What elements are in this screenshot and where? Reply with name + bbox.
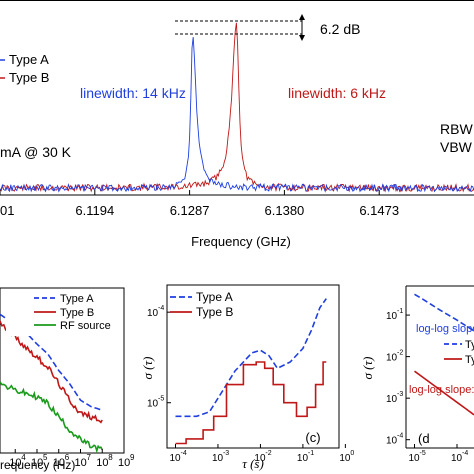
panel-d-y-tick-exponent: -3 bbox=[397, 391, 403, 398]
panel-c-y-tick-label: 10 bbox=[147, 399, 159, 410]
panel-b-legend-label-a: Type A bbox=[60, 293, 94, 305]
panel-c-x-tick-exponent: -3 bbox=[223, 450, 229, 457]
panel-c-label: (c) bbox=[305, 430, 320, 445]
panel-d-legend-label-a: Type A bbox=[465, 339, 474, 351]
panel-d-series-type-a bbox=[414, 293, 474, 332]
panel-b-x-tick-label: 10 bbox=[9, 457, 21, 469]
panel-b-legend-label-b: Type B bbox=[60, 307, 94, 319]
panel-d-y-tick-exponent: -2 bbox=[397, 350, 403, 357]
panel-d-y-tick-label: 10 bbox=[386, 394, 398, 405]
panel-b-series-rf-source bbox=[0, 381, 103, 454]
panel-b-x-tick-label: 10 bbox=[53, 457, 65, 469]
panel-d-slope-a-label: log-log slope bbox=[416, 323, 474, 335]
panel-c-x-tick-label: 10 bbox=[212, 453, 224, 464]
panel-c-y-axis-label: σ (τ) bbox=[140, 357, 155, 380]
panel-b-x-tick-label: 10 bbox=[31, 457, 43, 469]
panel-c-y-tick-exponent: -4 bbox=[158, 305, 164, 312]
spectrum-type-b-line bbox=[0, 22, 474, 193]
panel-c: 10 -4 10 -3 10 -2 10 -1 10 010 -510 -4 σ (τ) τ (s) … bbox=[140, 284, 354, 471]
spectrum-type-a-line bbox=[0, 37, 474, 193]
panel-b-x-axis-label: requency (Hz) bbox=[0, 458, 75, 472]
panel-b-x-tick-label: 10 bbox=[96, 457, 108, 469]
panel-c-x-tick-exponent: -1 bbox=[308, 450, 314, 457]
panel-b-x-tick-exponent: 7 bbox=[86, 453, 91, 462]
panel-b-legend-label-rf: RF source bbox=[60, 320, 111, 332]
panel-c-series-type-a bbox=[175, 298, 327, 418]
panel-c-ticks: 10 -4 10 -3 10 -2 10 -1 10 010 -510 -4 bbox=[147, 305, 354, 464]
panel-c-legend-label-a: Type A bbox=[196, 290, 233, 304]
panel-b: 10 4 10 5 10 6 10 7 10 8 10 9 requency (Hz) Type A … bbox=[0, 287, 135, 472]
top-x-tick-label: 6.1194 bbox=[75, 203, 114, 218]
top-x-tick-label: 6.1380 bbox=[265, 203, 305, 218]
panel-c-x-tick-label: 10 bbox=[169, 453, 181, 464]
panel-c-series bbox=[175, 298, 327, 445]
panel-b-legend-box bbox=[6, 290, 111, 336]
panel-d-ticks: 10 -5 10 -410 -410 -310 -210 -1 bbox=[386, 308, 468, 464]
panel-d-x-tick-label: 10 bbox=[451, 453, 463, 464]
panel-d-y-tick-exponent: -1 bbox=[397, 308, 403, 315]
panel-d-slope-b-label: log-log slope: bbox=[409, 384, 474, 396]
panel-d-y-tick-label: 10 bbox=[386, 311, 398, 322]
panel-c-series-type-b bbox=[175, 361, 327, 445]
panel-d-series bbox=[414, 293, 474, 416]
panel-c-x-tick-exponent: -4 bbox=[180, 450, 186, 457]
legend-label-type-a: Type A bbox=[9, 52, 49, 67]
linewidth-a-label: linewidth: 14 kHz bbox=[80, 85, 186, 101]
rbw-label: RBW bbox=[440, 121, 473, 137]
panel-b-x-tick-label: 10 bbox=[118, 457, 130, 469]
legend-label-type-b: Type B bbox=[9, 70, 49, 85]
panel-c-y-tick-label: 10 bbox=[147, 308, 159, 319]
panel-c-x-tick-label: 10 bbox=[254, 453, 266, 464]
panel-d-y-tick-label: 10 bbox=[386, 436, 398, 447]
top-legend: Type A Type B bbox=[0, 52, 49, 85]
panel-c-frame bbox=[166, 284, 340, 449]
panel-b-x-tick-exponent: 9 bbox=[130, 453, 135, 462]
linewidth-b-label: linewidth: 6 kHz bbox=[288, 85, 386, 101]
top-x-tick-label: 01 bbox=[0, 203, 14, 218]
panel-c-x-tick-exponent: 0 bbox=[350, 450, 354, 457]
panel-d-series-type-b bbox=[414, 370, 474, 416]
panel-d-label: (d bbox=[418, 431, 430, 446]
arrow-head-down-icon bbox=[299, 35, 305, 41]
panel-d-x-tick-exponent: -4 bbox=[462, 450, 468, 457]
panel-c-x-tick-label: 10 bbox=[297, 453, 309, 464]
arrow-head-up-icon bbox=[299, 14, 305, 20]
panel-b-legend: Type A Type B RF source bbox=[6, 290, 111, 336]
panel-c-x-tick-exponent: -2 bbox=[265, 450, 271, 457]
panel-c-legend-label-b: Type B bbox=[196, 305, 233, 319]
panel-d-x-tick-exponent: -5 bbox=[420, 450, 426, 457]
top-x-axis-label: Frequency (GHz) bbox=[191, 234, 291, 249]
panel-d-y-tick-label: 10 bbox=[386, 353, 398, 364]
panel-b-x-tick-exponent: 8 bbox=[108, 453, 113, 462]
panel-c-legend: Type A Type B bbox=[170, 290, 233, 319]
panel-b-frame bbox=[0, 287, 125, 454]
top-x-ticks: 01 6.1194 6.1287 6.1380 6.1473 bbox=[0, 190, 399, 218]
panel-c-x-axis-label: τ (s) bbox=[242, 456, 264, 471]
panel-b-x-ticks: 10 4 10 5 10 6 10 7 10 8 10 9 bbox=[9, 449, 135, 469]
panel-b-x-tick-exponent: 4 bbox=[21, 453, 26, 462]
panel-c-x-tick-label: 10 bbox=[339, 453, 351, 464]
panel-b-x-tick-exponent: 5 bbox=[43, 453, 48, 462]
top-x-tick-label: 6.1287 bbox=[170, 203, 210, 218]
vbw-label: VBW bbox=[440, 139, 473, 155]
top-x-tick-label: 6.1473 bbox=[359, 203, 399, 218]
db-difference-label: 6.2 dB bbox=[320, 21, 360, 37]
panel-d-y-axis-label: σ (τ) bbox=[360, 357, 375, 380]
panel-d-legend-label-b: Type B bbox=[465, 354, 474, 366]
condition-label: mA @ 30 K bbox=[0, 144, 72, 160]
panel-b-x-tick-label: 10 bbox=[74, 457, 86, 469]
panel-b-x-tick-exponent: 6 bbox=[65, 453, 70, 462]
panel-d-x-tick-label: 10 bbox=[409, 453, 421, 464]
top-spectra bbox=[0, 22, 474, 193]
panel-d-legend: Type A Type B bbox=[444, 339, 474, 366]
top-panel: 01 6.1194 6.1287 6.1380 6.1473 Frequency (GH… bbox=[0, 0, 474, 249]
panel-b-series-type-b bbox=[0, 320, 103, 424]
panel-b-series bbox=[0, 313, 103, 454]
panel-d-y-tick-exponent: -4 bbox=[397, 433, 403, 440]
panel-d: 10 -5 10 -410 -410 -310 -210 -1 σ (τ) log-log s… bbox=[360, 285, 474, 464]
panel-b-series-type-a bbox=[0, 313, 103, 411]
panel-c-y-tick-exponent: -5 bbox=[158, 396, 164, 403]
